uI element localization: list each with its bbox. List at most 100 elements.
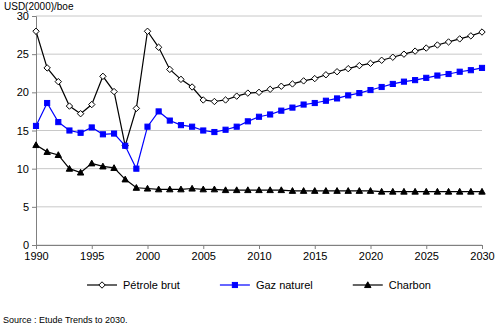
point [178,186,184,192]
point [468,188,474,194]
point [367,60,373,66]
marker-shape [479,29,485,35]
point [479,188,485,194]
point [424,75,429,80]
point [345,65,351,71]
marker-shape [234,124,239,129]
point [190,124,195,129]
legend-item: Gaz naturel [220,279,313,291]
marker-shape [222,187,228,193]
axis-line [32,17,37,246]
point [134,166,139,171]
point [200,97,206,103]
point [289,188,295,194]
marker-shape [267,86,273,92]
point [479,65,484,70]
marker-shape [323,72,329,78]
point [256,114,261,119]
tick-mark [482,245,483,249]
marker-shape [55,152,61,158]
point [155,44,161,50]
marker-shape [378,188,384,194]
marker-shape [156,109,161,114]
marker-shape [365,282,371,288]
point [77,169,83,175]
marker-shape [200,97,206,103]
point [111,131,116,136]
point [479,29,485,35]
marker-shape [133,105,139,111]
legend-item: Pétrole brut [87,279,180,291]
marker-shape [256,89,262,95]
tick: 20 [17,86,36,98]
point [133,185,139,191]
point [222,187,228,193]
point [144,28,150,34]
marker-shape [89,101,95,107]
marker-shape [77,169,83,175]
marker-shape [290,105,295,110]
marker-shape [278,83,284,89]
point [290,105,295,110]
marker-shape [446,71,451,76]
point [268,112,273,117]
point [256,89,262,95]
marker-shape [44,149,50,155]
point [334,96,339,101]
marker-shape [445,39,451,45]
marker-shape [122,143,128,149]
tick-mark [259,245,260,249]
marker-shape [289,81,295,87]
point [122,176,128,182]
marker-shape [378,57,384,63]
point [267,86,273,92]
point [423,45,429,51]
marker-shape [345,188,351,194]
point [223,127,228,132]
marker-shape [200,186,206,192]
tick-mark [32,131,36,132]
tick-mark [32,92,36,93]
point [446,71,451,76]
marker-shape [178,76,184,82]
point [211,98,217,104]
point [434,188,440,194]
point [33,142,39,148]
point [133,105,139,111]
point [234,93,240,99]
point [300,188,306,194]
marker-shape [457,188,463,194]
marker-shape [367,188,373,194]
y-axis: 051015202530 [17,10,37,251]
point [412,48,418,54]
x-axis: 199019952000200520102015202020252030 [24,245,494,262]
marker-shape [423,188,429,194]
marker-shape [190,124,195,129]
marker-shape [323,98,328,103]
marker-shape [300,188,306,194]
marker-shape [256,114,261,119]
point [346,93,351,98]
point [468,33,474,39]
tick: 2000 [136,245,160,262]
marker-shape [66,103,72,109]
point [222,97,228,103]
marker-shape [401,51,407,57]
point [378,188,384,194]
marker-shape [468,33,474,39]
tick-mark [148,245,149,249]
marker-shape [89,125,94,130]
point [123,143,128,148]
marker-shape [245,119,250,124]
marker-shape [211,98,217,104]
marker-shape [445,188,451,194]
point [390,81,395,86]
tick-label: 2030 [470,250,494,262]
point [33,123,38,128]
tick: 1990 [24,245,48,262]
marker-shape [78,130,83,135]
point [445,39,451,45]
point [278,187,284,193]
point [435,73,440,78]
marker-shape [33,123,38,128]
